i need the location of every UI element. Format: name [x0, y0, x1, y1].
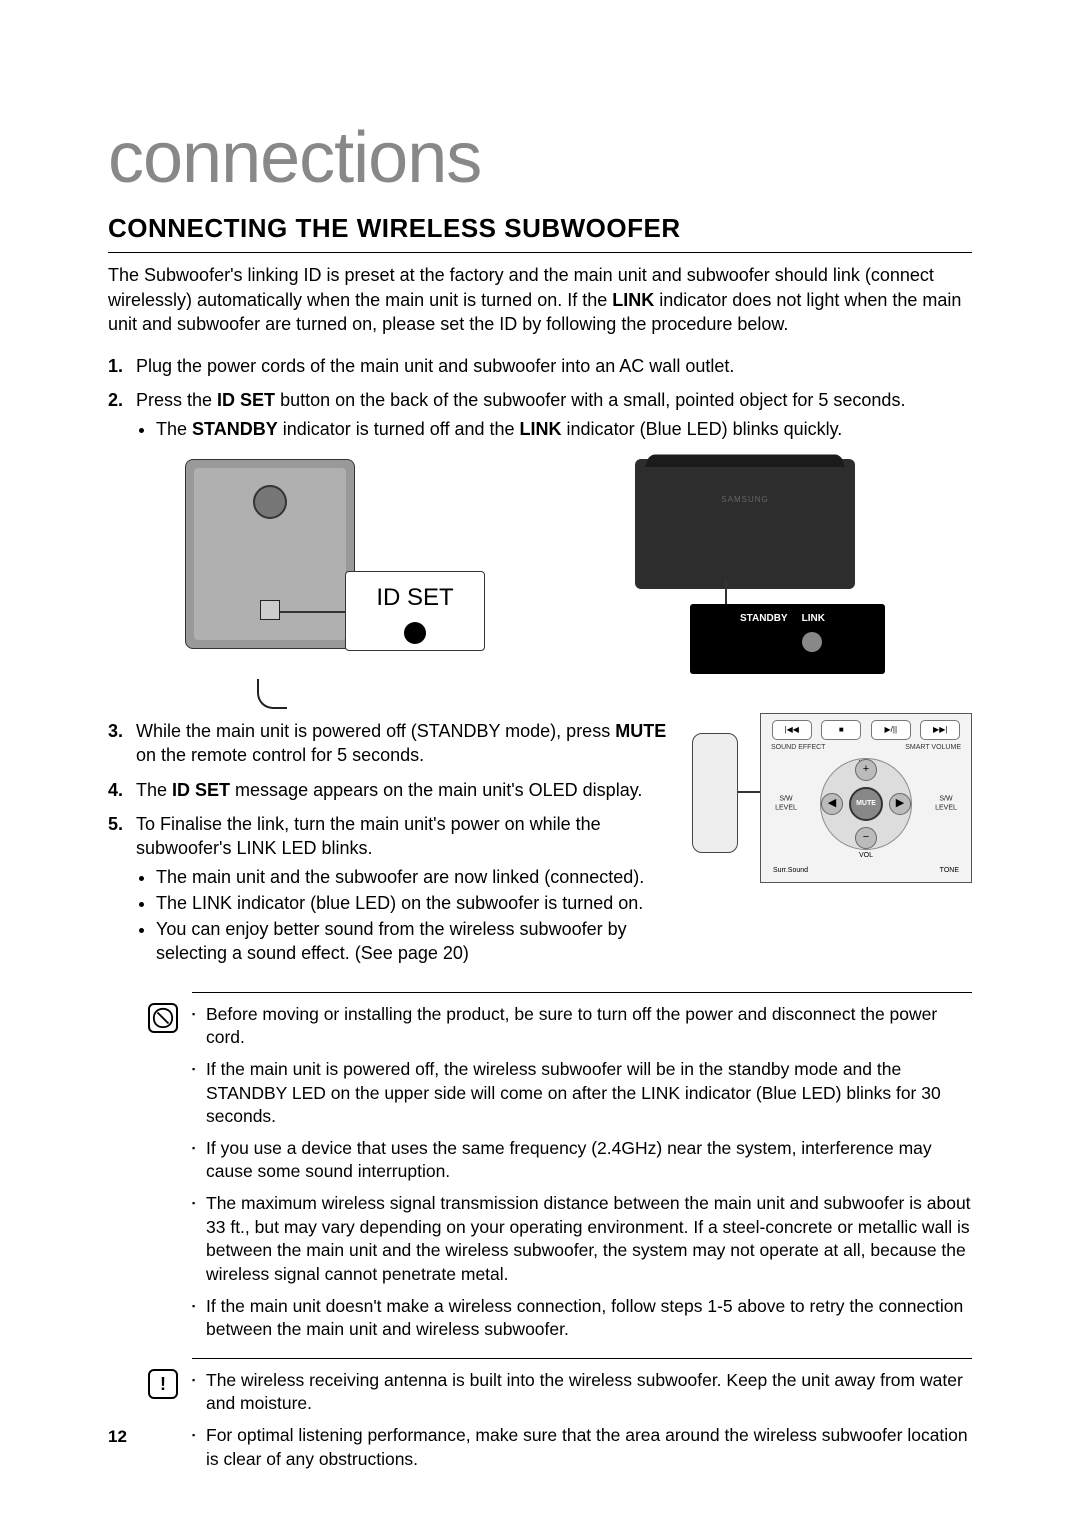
step-2-pre: Press the — [136, 390, 217, 410]
figure-row-1: ID SET SAMSUNG STANDBY LINK — [108, 459, 972, 689]
step-5-text: To Finalise the link, turn the main unit… — [136, 814, 601, 858]
step-5-sub-2: The LINK indicator (blue LED) on the sub… — [156, 891, 674, 915]
remote-stop-button: ■ — [821, 720, 861, 740]
subwoofer-figure: ID SET — [185, 459, 485, 689]
smart-volume-label: SMART VOLUME — [905, 743, 961, 752]
info-note-5: If the main unit doesn't make a wireless… — [192, 1295, 972, 1342]
caution-notes-list: The wireless receiving antenna is built … — [192, 1369, 972, 1480]
mute-button-icon: MUTE — [849, 787, 883, 821]
step-2-sub-1: The STANDBY indicator is turned off and … — [156, 417, 972, 441]
surr-sound-label: Surr.Sound — [773, 866, 808, 875]
step-5-sub-3: You can enjoy better sound from the wire… — [156, 917, 674, 966]
info-note-2: If the main unit is powered off, the wir… — [192, 1058, 972, 1129]
sub-pre: The — [156, 419, 192, 439]
link-led-icon — [802, 632, 822, 652]
note-block-caution: ! The wireless receiving antenna is buil… — [192, 1358, 972, 1480]
notes-section: Before moving or installing the product,… — [108, 992, 972, 1480]
sub-mid: indicator is turned off and the — [278, 419, 520, 439]
sw-level-right-label: S/W LEVEL — [933, 794, 959, 813]
step-2-post: button on the back of the subwoofer with… — [275, 390, 905, 410]
page-title: connections — [108, 110, 972, 207]
right-arrow-icon: ▶ — [889, 793, 911, 815]
step-4-pre: The — [136, 780, 172, 800]
callout-pointer — [280, 611, 350, 613]
dpad-circle: VOL + − ◀ ▶ MUTE VOL — [820, 758, 912, 850]
step-3-bold: MUTE — [615, 721, 666, 741]
mainunit-figure: SAMSUNG STANDBY LINK — [595, 459, 895, 689]
step-5: To Finalise the link, turn the main unit… — [108, 812, 674, 966]
subwoofer-driver-icon — [253, 485, 287, 519]
info-note-1: Before moving or installing the product,… — [192, 1003, 972, 1050]
callout-pointer-2 — [725, 579, 727, 607]
step-5-sub-1: The main unit and the subwoofer are now … — [156, 865, 674, 889]
step-4: The ID SET message appears on the main u… — [108, 778, 674, 802]
idset-button-icon — [404, 622, 426, 644]
page-number: 12 — [108, 1426, 127, 1449]
standby-label: STANDBY — [740, 612, 788, 626]
link-label: LINK — [802, 612, 825, 626]
remote-small-icon — [692, 733, 738, 853]
sound-effect-label: SOUND EFFECT — [771, 743, 825, 752]
remote-zoom: |◀◀ ■ ▶/|| ▶▶| SOUND EFFECT SMART VOLUME… — [760, 713, 972, 883]
vol-up-icon: + — [855, 759, 877, 781]
step-2: Press the ID SET button on the back of t… — [108, 388, 972, 441]
remote-play-button: ▶/|| — [871, 720, 911, 740]
idset-callout: ID SET — [345, 571, 485, 651]
step-2-sublist: The STANDBY indicator is turned off and … — [136, 417, 972, 441]
subwoofer-port-icon — [260, 600, 280, 620]
vol-bottom-label: VOL — [859, 851, 873, 860]
step-4-bold: ID SET — [172, 780, 230, 800]
step-2-bold: ID SET — [217, 390, 275, 410]
step-3-pre: While the main unit is powered off (STAN… — [136, 721, 615, 741]
section-heading: CONNECTING THE WIRELESS SUBWOOFER — [108, 211, 972, 253]
idset-label: ID SET — [346, 582, 484, 614]
remote-figure: |◀◀ ■ ▶/|| ▶▶| SOUND EFFECT SMART VOLUME… — [692, 713, 972, 883]
info-note-4: The maximum wireless signal transmission… — [192, 1192, 972, 1287]
steps-list-part1: Plug the power cords of the main unit an… — [108, 354, 972, 441]
cancel-icon — [148, 1003, 178, 1033]
vol-down-icon: − — [855, 827, 877, 849]
info-notes-list: Before moving or installing the product,… — [192, 1003, 972, 1350]
step-4-post: message appears on the main unit's OLED … — [230, 780, 642, 800]
remote-next-button: ▶▶| — [920, 720, 960, 740]
step-1: Plug the power cords of the main unit an… — [108, 354, 972, 378]
info-note-3: If you use a device that uses the same f… — [192, 1137, 972, 1184]
caution-note-1: The wireless receiving antenna is built … — [192, 1369, 972, 1416]
left-arrow-icon: ◀ — [821, 793, 843, 815]
step-3-post: on the remote control for 5 seconds. — [136, 745, 424, 765]
intro-paragraph: The Subwoofer's linking ID is preset at … — [108, 263, 972, 336]
subwoofer-body — [185, 459, 355, 649]
steps-list-part2: While the main unit is powered off (STAN… — [108, 719, 674, 966]
remote-pointer — [738, 791, 762, 793]
intro-bold-link: LINK — [612, 290, 654, 310]
mainunit-body: SAMSUNG — [635, 459, 855, 589]
note-block-info: Before moving or installing the product,… — [192, 992, 972, 1350]
mainunit-top — [645, 455, 845, 468]
mainunit-callout: STANDBY LINK — [690, 604, 885, 674]
sw-level-left-label: S/W LEVEL — [773, 794, 799, 813]
remote-dpad: S/W LEVEL S/W LEVEL VOL + − ◀ ▶ MUTE VOL — [767, 756, 965, 852]
step-3: While the main unit is powered off (STAN… — [108, 719, 674, 768]
caution-note-2: For optimal listening performance, make … — [192, 1424, 972, 1471]
tone-label: TONE — [940, 866, 959, 875]
sub-post: indicator (Blue LED) blinks quickly. — [562, 419, 843, 439]
step-5-sublist: The main unit and the subwoofer are now … — [136, 865, 674, 966]
caution-icon: ! — [148, 1369, 178, 1399]
sub-b1: STANDBY — [192, 419, 278, 439]
step-1-text: Plug the power cords of the main unit an… — [136, 356, 734, 376]
power-cord-icon — [257, 679, 287, 709]
sub-b2: LINK — [520, 419, 562, 439]
brand-label: SAMSUNG — [635, 495, 855, 506]
remote-prev-button: |◀◀ — [772, 720, 812, 740]
